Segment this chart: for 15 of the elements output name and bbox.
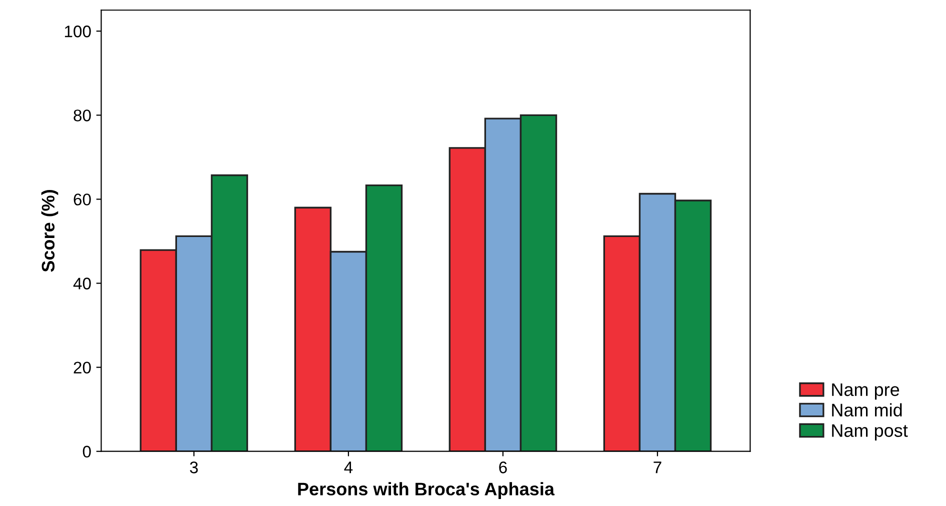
legend-label: Nam post xyxy=(832,424,908,441)
y-tick-label: 80 xyxy=(74,110,91,122)
x-axis-title: Persons with Broca's Aphasia xyxy=(298,482,555,499)
legend-label: Nam mid xyxy=(832,403,902,417)
y-tick-label: 60 xyxy=(74,194,91,206)
y-tick-label: 20 xyxy=(74,362,91,374)
x-tick-label: 3 xyxy=(190,462,198,474)
x-tick-label: 4 xyxy=(344,462,353,474)
x-tick-label: 7 xyxy=(654,462,662,474)
legend-label: Nam pre xyxy=(832,383,900,400)
y-tick-label: 0 xyxy=(82,446,91,458)
y-axis-title: Score (%) xyxy=(41,190,58,272)
y-tick-label: 100 xyxy=(64,26,91,38)
y-tick-label: 40 xyxy=(73,278,91,290)
x-tick-label: 6 xyxy=(499,462,507,474)
